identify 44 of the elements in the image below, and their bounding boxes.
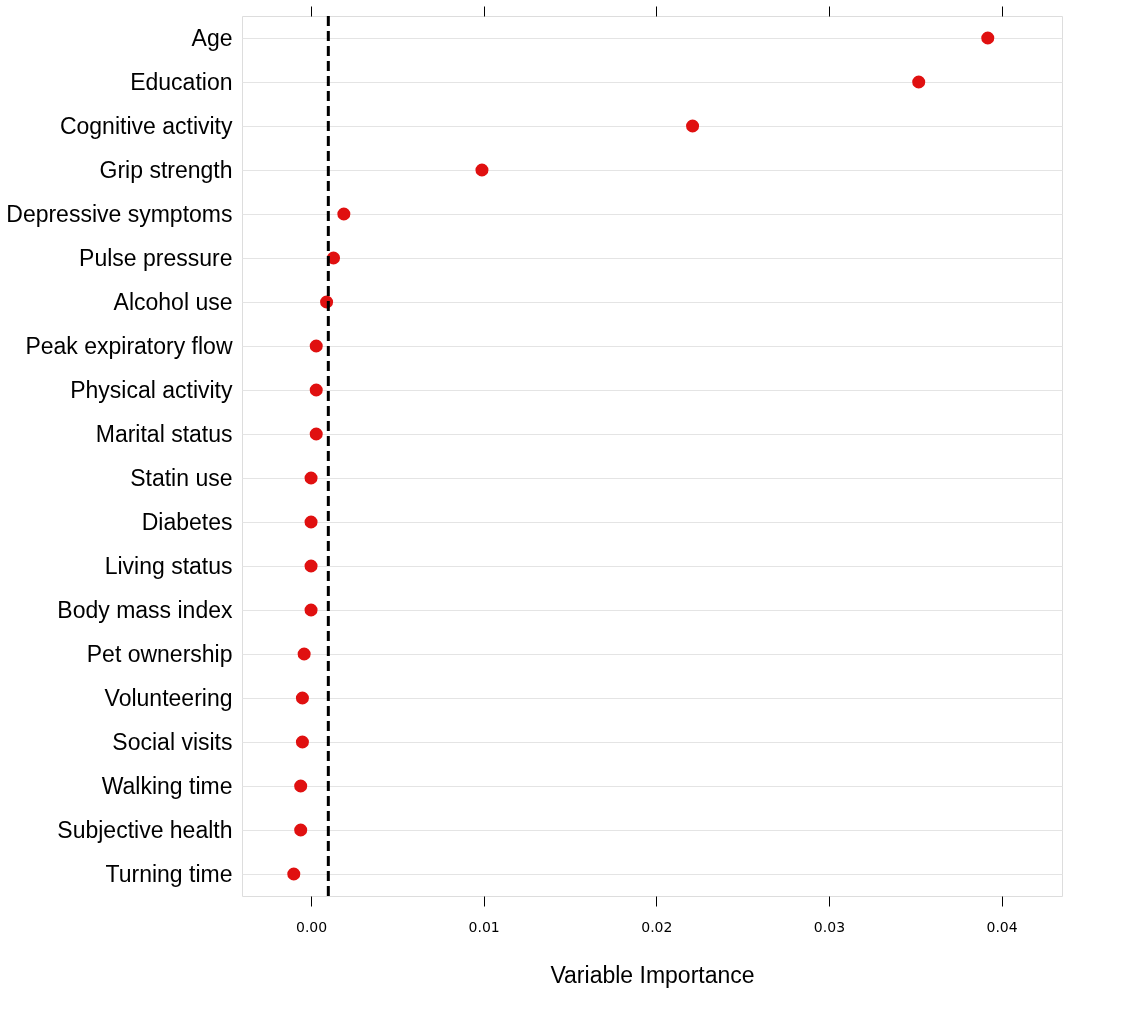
point bbox=[309, 383, 323, 397]
point bbox=[294, 779, 308, 793]
x-tick-label: 0.02 bbox=[641, 918, 673, 935]
point bbox=[287, 867, 301, 881]
y-tick-label: Marital status bbox=[95, 420, 233, 447]
y-tick-label: Body mass index bbox=[57, 596, 233, 623]
y-tick-label: Statin use bbox=[130, 464, 233, 491]
point bbox=[912, 75, 926, 89]
point bbox=[304, 603, 318, 617]
y-tick-label: Diabetes bbox=[141, 508, 233, 535]
point bbox=[981, 31, 995, 45]
y-tick-label: Volunteering bbox=[104, 684, 233, 711]
y-tick-label: Subjective health bbox=[57, 816, 233, 843]
x-tick-label: 0.00 bbox=[295, 918, 328, 935]
point bbox=[686, 119, 700, 133]
y-tick-label: Grip strength bbox=[99, 156, 233, 183]
y-tick-label: Pet ownership bbox=[86, 640, 233, 667]
x-tick-label: 0.01 bbox=[468, 918, 500, 935]
point bbox=[475, 163, 489, 177]
point bbox=[295, 691, 309, 705]
point bbox=[304, 515, 318, 529]
point bbox=[295, 735, 309, 749]
y-tick-label: Education bbox=[130, 68, 233, 95]
point bbox=[294, 823, 308, 837]
y-tick-label: Physical activity bbox=[70, 376, 233, 403]
y-tick-label: Depressive symptoms bbox=[6, 200, 233, 227]
y-tick-label: Social visits bbox=[112, 728, 233, 755]
y-tick-label: Pulse pressure bbox=[79, 244, 233, 271]
point bbox=[304, 471, 318, 485]
y-tick-label: Walking time bbox=[101, 772, 233, 799]
x-axis-title: Variable Importance bbox=[550, 961, 755, 988]
point bbox=[309, 427, 323, 441]
y-tick-label: Turning time bbox=[105, 860, 233, 887]
y-tick-label: Alcohol use bbox=[113, 288, 233, 315]
point bbox=[337, 207, 351, 221]
point bbox=[309, 339, 323, 353]
point bbox=[297, 647, 311, 661]
x-tick-label: 0.03 bbox=[813, 918, 846, 935]
x-tick-label: 0.04 bbox=[986, 918, 1018, 935]
y-tick-label: Cognitive activity bbox=[59, 112, 233, 139]
point bbox=[304, 559, 318, 573]
y-tick-label: Age bbox=[191, 24, 233, 51]
y-tick-label: Living status bbox=[104, 552, 233, 579]
y-tick-label: Peak expiratory flow bbox=[25, 332, 233, 359]
